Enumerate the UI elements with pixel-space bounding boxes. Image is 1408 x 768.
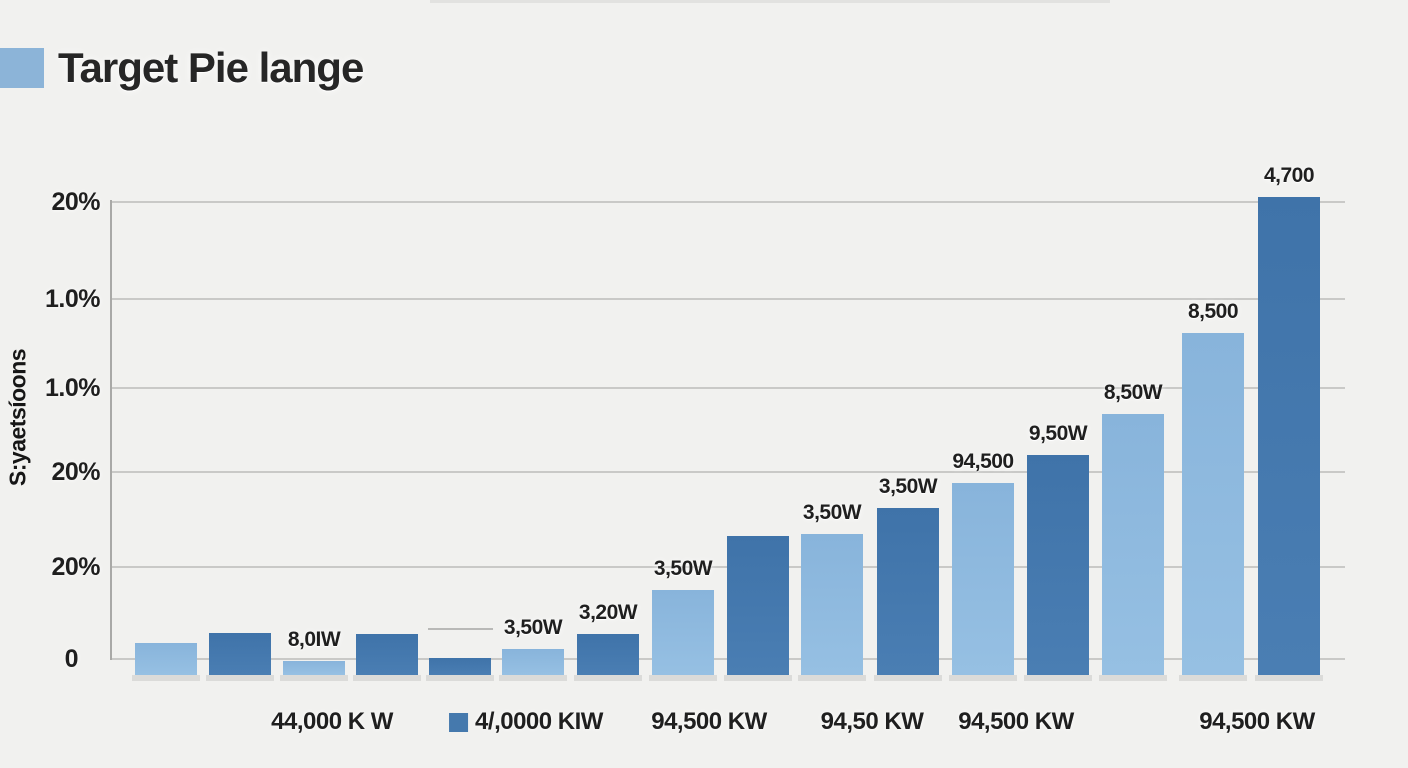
bar-shadow <box>1255 675 1323 681</box>
bar-value-label: 94,500 <box>952 450 1014 473</box>
bar <box>652 590 714 675</box>
bar-shadow <box>649 675 717 681</box>
bar-shadow <box>724 675 792 681</box>
y-tick-label: 1.0% <box>45 285 100 313</box>
x-axis-label-text: 4/,0000 KIW <box>475 708 603 735</box>
bar <box>952 483 1014 675</box>
y-tick-label: 20% <box>51 553 100 581</box>
y-tick-label: 20% <box>51 188 100 216</box>
bar-value-label: 8,0IW <box>287 628 341 651</box>
bar-value-label: 3,50W <box>878 475 938 498</box>
bar-value-label: 8,500 <box>1187 300 1239 323</box>
bar <box>356 634 418 675</box>
bar-shadow <box>1024 675 1092 681</box>
x-axis-label: 44,000 K W <box>271 708 393 736</box>
x-axis-label: 94,50 KW <box>821 708 924 736</box>
bar-shadow <box>206 675 274 681</box>
bar <box>1258 197 1320 675</box>
gridline <box>110 387 1345 389</box>
bar <box>135 643 197 675</box>
chart-header: Target Pie lange <box>0 44 364 92</box>
bar-shadow <box>426 675 494 681</box>
dash-annotation <box>428 628 493 630</box>
bar-shadow <box>280 675 348 681</box>
bar <box>1102 414 1164 675</box>
bar <box>577 634 639 675</box>
x-axis-label-text: 44,000 K W <box>271 708 393 735</box>
bar-value-label: 3,50W <box>653 557 713 580</box>
bar-shadow <box>132 675 200 681</box>
x-axis-label: 94,500 KW <box>651 708 767 736</box>
x-axis-label-text: 94,500 KW <box>651 708 767 735</box>
bar <box>502 649 564 675</box>
bar-shadow <box>499 675 567 681</box>
bar-value-label: 8,50W <box>1103 381 1163 404</box>
x-axis-label-text: 94,500 KW <box>1199 708 1315 735</box>
x-axis-label: 94,500 KW <box>958 708 1074 736</box>
bar-shadow <box>353 675 421 681</box>
bar <box>877 508 939 675</box>
x-axis-label: 4/,0000 KIW <box>449 708 603 736</box>
top-edge-line <box>430 0 1110 3</box>
bar <box>1027 455 1089 675</box>
bar-shadow <box>949 675 1017 681</box>
x-axis-label-text: 94,50 KW <box>820 708 924 735</box>
bar-value-label: 3,20W <box>578 601 638 624</box>
x-label-swatch <box>449 712 469 732</box>
chart-title: Target Pie lange <box>58 44 364 91</box>
bar <box>1182 333 1244 675</box>
bar-value-label: 3,50W <box>503 616 563 639</box>
bar-shadow <box>798 675 866 681</box>
bar-shadow <box>1099 675 1167 681</box>
y-tick-label: 0 <box>64 645 79 673</box>
bar-value-label: 9,50W <box>1028 422 1088 445</box>
y-tick-label: 20% <box>51 458 100 486</box>
bar-shadow <box>874 675 942 681</box>
title-legend-swatch <box>0 48 44 88</box>
bar-shadow <box>574 675 642 681</box>
bar <box>801 534 863 675</box>
bar <box>727 536 789 675</box>
gridline <box>110 201 1345 203</box>
x-axis-label: 94,500 KW <box>1199 708 1315 736</box>
y-tick-label: 1.0% <box>45 374 100 402</box>
y-axis-line <box>110 200 112 660</box>
x-axis-label-text: 94,500 KW <box>958 708 1074 735</box>
bar-shadow <box>1179 675 1247 681</box>
gridline <box>110 298 1345 300</box>
bar <box>283 661 345 675</box>
bar <box>429 658 491 675</box>
bar-value-label: 3,50W <box>802 501 862 524</box>
bar <box>209 633 271 675</box>
bar-value-label: 4,700 <box>1263 164 1315 187</box>
gridline <box>110 471 1345 473</box>
